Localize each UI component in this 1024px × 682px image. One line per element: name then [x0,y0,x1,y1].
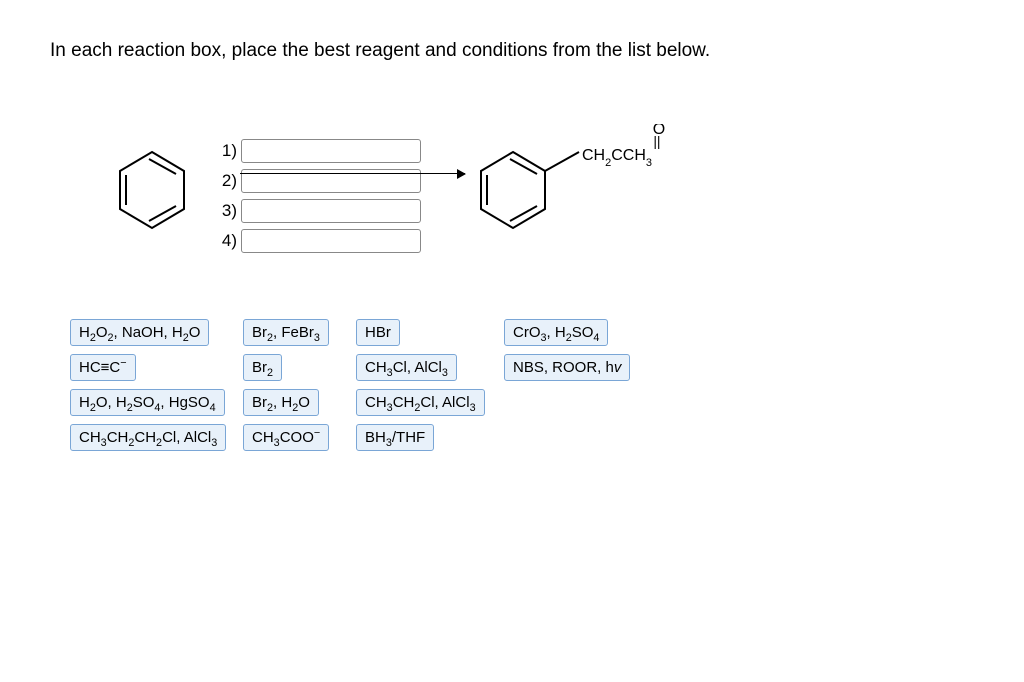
instruction-text: In each reaction box, place the best rea… [50,40,974,62]
step-label: 2) [215,171,237,191]
step-label: 4) [215,231,237,251]
product-phenyl-butanone: O | | CH2CCH3 [471,124,731,255]
reagent-br2-h2o[interactable]: Br2, H2O [243,389,319,416]
reagent-h2o2-naoh-h2o[interactable]: H2O2, NaOH, H2O [70,319,209,346]
reagent-cro3-h2so4[interactable]: CrO3, H2SO4 [504,319,608,346]
reagent-ch3ch2ch2cl-alcl3[interactable]: CH3CH2CH2Cl, AlCl3 [70,424,226,451]
svg-text:CH2CCH3: CH2CCH3 [582,147,652,169]
step-label: 3) [215,201,237,221]
reagent-bank: H2O2, NaOH, H2O Br2, FeBr3 HBr CrO3, H2S… [70,319,974,451]
reagent-dropzone-3[interactable] [241,199,421,223]
reagent-dropzone-1[interactable] [241,139,421,163]
reagent-h2o-h2so4-hgso4[interactable]: H2O, H2SO4, HgSO4 [70,389,225,416]
reaction-scheme: 1) 2) 3) 4) O [110,134,974,259]
reagent-ch3ch2cl-alcl3[interactable]: CH3CH2Cl, AlCl3 [356,389,485,416]
reagent-ch3cl-alcl3[interactable]: CH3Cl, AlCl3 [356,354,457,381]
reagent-ch3coo[interactable]: CH3COO− [243,424,329,451]
reagent-hbr[interactable]: HBr [356,319,400,346]
reaction-arrow [240,173,465,174]
reagent-steps: 1) 2) 3) 4) [215,139,421,259]
reagent-acetylide[interactable]: HC≡C− [70,354,136,381]
reagent-nbs-roor-hv[interactable]: NBS, ROOR, hv [504,354,630,381]
reagent-bh3-thf[interactable]: BH3/THF [356,424,434,451]
reagent-br2[interactable]: Br2 [243,354,282,381]
reagent-dropzone-4[interactable] [241,229,421,253]
reactant-benzene [110,144,195,245]
step-label: 1) [215,141,237,161]
reagent-br2-febr3[interactable]: Br2, FeBr3 [243,319,329,346]
